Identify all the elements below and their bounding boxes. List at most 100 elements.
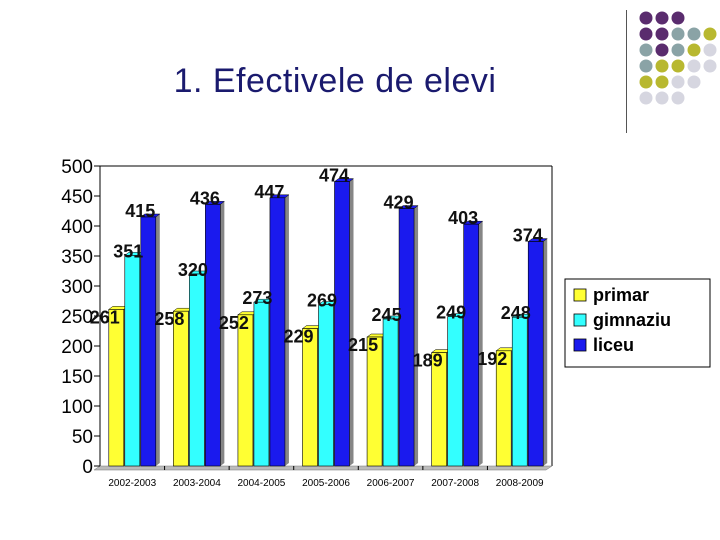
decorative-dot [671, 11, 685, 25]
bar-primar-2005-2006 [302, 328, 318, 467]
data-label: 351 [113, 241, 143, 261]
data-label: 436 [190, 188, 220, 208]
bar-gimnaziu-2004-2005 [253, 301, 270, 467]
data-label: 192 [477, 349, 507, 369]
decorative-dot [655, 27, 669, 41]
legend-swatch [573, 338, 587, 352]
decorative-dot [671, 59, 685, 73]
bar-liceu-2008-2009 [527, 241, 544, 467]
decorative-dot [703, 27, 717, 41]
data-label: 229 [283, 327, 313, 347]
data-label: 403 [448, 208, 478, 228]
data-label: 249 [436, 303, 466, 323]
bar-liceu-2005-2006 [334, 181, 350, 467]
decorative-dot [639, 43, 653, 57]
decorative-dot [655, 59, 669, 73]
y-tick-label: 350 [61, 247, 93, 268]
bar-side [543, 238, 548, 466]
legend-label: primar [593, 285, 649, 305]
decorative-dot [687, 27, 701, 41]
x-tick-label: 2002-2003 [108, 478, 156, 489]
data-label: 273 [242, 288, 272, 308]
data-label: 189 [413, 351, 443, 371]
legend-label: gimnaziu [593, 310, 671, 330]
y-tick-label: 450 [61, 187, 93, 208]
x-tick-label: 2003-2004 [173, 478, 221, 489]
y-tick-label: 250 [61, 307, 93, 328]
page-title: 1. Efectivele de elevi [173, 62, 497, 100]
y-tick-label: 50 [72, 427, 93, 448]
decorative-dot [671, 75, 685, 89]
bar-gimnaziu-2006-2007 [382, 318, 399, 467]
bar-gimnaziu-2007-2008 [447, 316, 463, 467]
x-tick-label: 2006-2007 [367, 478, 415, 489]
bar-primar-2004-2005 [237, 314, 254, 467]
bar-primar-2002-2003 [108, 309, 125, 467]
bar-liceu-2004-2005 [269, 197, 286, 467]
decorative-dot [671, 27, 685, 41]
x-tick-label: 2007-2008 [431, 478, 479, 489]
decorative-dot [703, 59, 717, 73]
decorative-dot [687, 59, 701, 73]
bar-gimnaziu-2003-2004 [189, 273, 205, 467]
bar-gimnaziu-2008-2009 [511, 316, 528, 467]
legend-label: liceu [593, 335, 634, 355]
bar-liceu-2006-2007 [398, 208, 415, 467]
decorative-dot [703, 43, 717, 57]
decorative-dot [655, 75, 669, 89]
bar-gimnaziu-2005-2006 [318, 304, 334, 467]
decorative-dot [639, 59, 653, 73]
data-label: 248 [501, 303, 531, 323]
bar-primar-2006-2007 [366, 336, 383, 467]
bar-liceu-2002-2003 [140, 216, 157, 467]
bar-side [478, 221, 483, 466]
bar-primar-2003-2004 [173, 310, 189, 467]
bar-side [414, 205, 419, 466]
data-label: 215 [348, 335, 378, 355]
data-label: 269 [307, 291, 337, 311]
decorative-dot [671, 43, 685, 57]
bar-side [220, 201, 225, 466]
bar-primar-2007-2008 [431, 352, 447, 467]
x-tick-label: 2008-2009 [496, 478, 544, 489]
bar-gimnaziu-2002-2003 [124, 255, 141, 467]
legend-swatch [573, 313, 587, 327]
decorative-dot [639, 11, 653, 25]
bar-side [155, 214, 160, 466]
y-tick-label: 400 [61, 217, 93, 238]
legend-box [564, 278, 711, 368]
bar-liceu-2003-2004 [205, 204, 221, 467]
decorative-dot [655, 43, 669, 57]
bar-side [284, 194, 289, 467]
decorative-dot [639, 27, 653, 41]
decorative-dot-grid [639, 11, 717, 105]
decorative-divider [626, 10, 627, 133]
bar-side [349, 178, 354, 466]
y-tick-label: 200 [61, 337, 93, 358]
bar-primar-2008-2009 [495, 350, 512, 467]
bar-liceu-2007-2008 [463, 223, 479, 467]
data-label: 258 [154, 309, 184, 329]
x-tick-label: 2005-2006 [302, 478, 350, 489]
decorative-dot [671, 91, 685, 105]
decorative-dot [687, 43, 701, 57]
decorative-dot [639, 75, 653, 89]
y-tick-label: 150 [61, 367, 93, 388]
decorative-dot [655, 11, 669, 25]
data-label: 447 [254, 182, 284, 202]
y-tick-label: 0 [82, 457, 93, 478]
plot-floor [93, 465, 553, 471]
x-tick-label: 2004-2005 [238, 478, 286, 489]
data-label: 245 [372, 305, 402, 325]
decorative-dot [655, 91, 669, 105]
decorative-dot [639, 91, 653, 105]
data-label: 474 [319, 166, 349, 186]
data-label: 429 [384, 193, 414, 213]
y-tick-label: 500 [61, 157, 93, 178]
y-tick-label: 300 [61, 277, 93, 298]
data-label: 415 [125, 201, 155, 221]
data-label: 374 [513, 226, 543, 246]
decorative-dot [687, 75, 701, 89]
data-label: 320 [178, 260, 208, 280]
